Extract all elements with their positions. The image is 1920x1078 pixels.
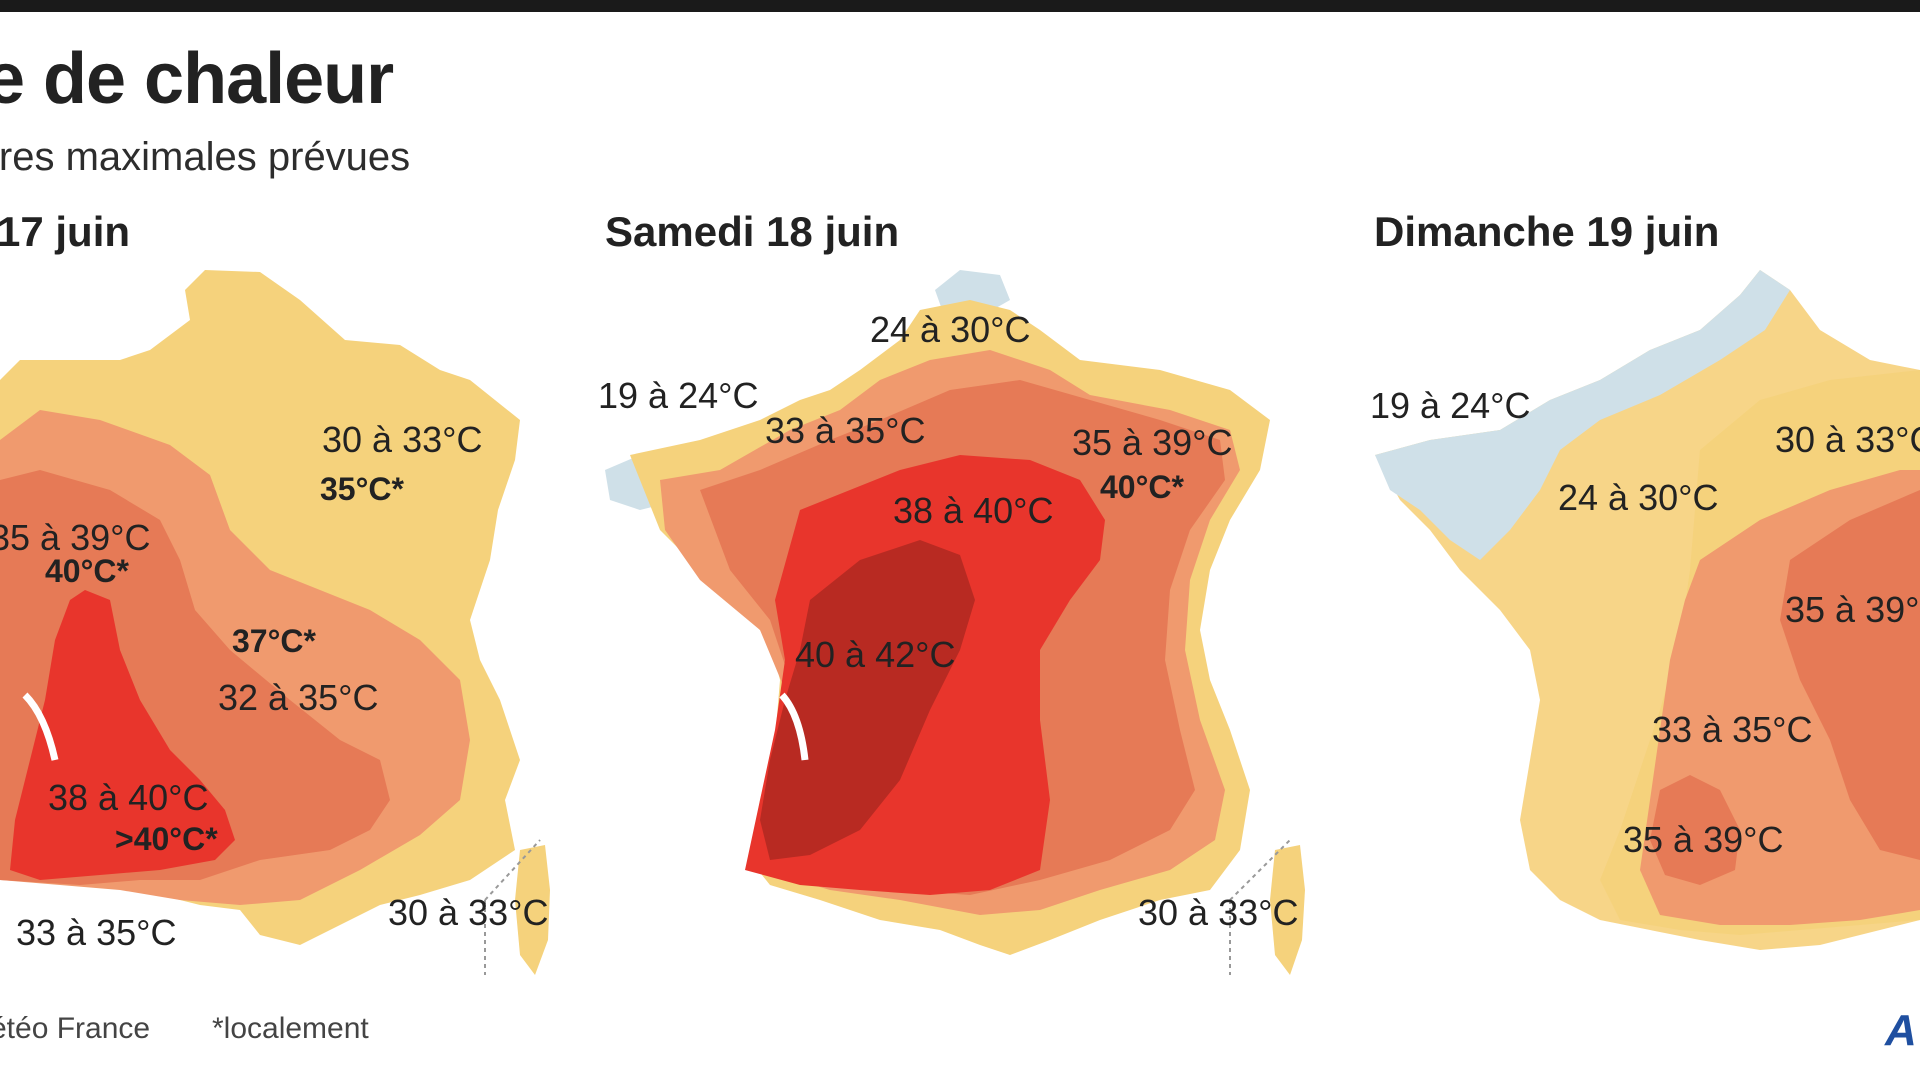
gironde-estuary-2: [779, 692, 809, 761]
zone-3-35-39-south: [1650, 775, 1740, 885]
zone-2-40-42: [760, 540, 975, 860]
map3-label-35-39-south: 35 à 39°C: [1623, 819, 1784, 860]
map-sunday: 19 à 24°C 30 à 33°C 24 à 30°C 35 à 39° 3…: [1370, 270, 1920, 950]
map1-label-30-33: 30 à 33°C: [322, 419, 483, 460]
corsica-2: [1270, 845, 1305, 975]
map2-label-24-30: 24 à 30°C: [870, 309, 1031, 350]
map3-label-33-35: 33 à 35°C: [1652, 709, 1813, 750]
afp-logo: A: [1885, 1006, 1917, 1055]
zone-1-38-40: [10, 590, 235, 880]
map2-label-33-35: 33 à 35°C: [765, 410, 926, 451]
map-saturday: 24 à 30°C 19 à 24°C 33 à 35°C 35 à 39°C …: [598, 270, 1305, 975]
map1-label-32-35: 32 à 35°C: [218, 677, 379, 718]
page-title: ue de chaleur: [0, 39, 394, 119]
corsica-divider-1b: [484, 839, 541, 901]
map3-label-35-39: 35 à 39°: [1785, 589, 1920, 630]
zone-3-19-24: [1375, 270, 1790, 560]
map1-label-over-40: >40°C*: [115, 821, 218, 857]
map-friday: 30 à 33°C 35°C* 35 à 39°C 40°C* 37°C* 32…: [0, 270, 550, 975]
map1-label-corsica: 30 à 33°C: [388, 892, 549, 933]
map2-label-19-24: 19 à 24°C: [598, 375, 759, 416]
day-title-saturday: Samedi 18 juin: [605, 208, 900, 255]
map3-label-19-24: 19 à 24°C: [1370, 385, 1531, 426]
map1-label-33-35: 33 à 35°C: [16, 912, 177, 953]
map2-label-40-42: 40 à 42°C: [795, 634, 956, 675]
footnote: *localement: [212, 1012, 369, 1045]
map3-label-30-33: 30 à 33°C: [1775, 419, 1920, 460]
map1-label-35: 35°C*: [320, 471, 405, 507]
top-bar: [0, 0, 1920, 12]
map1-label-37: 37°C*: [232, 623, 317, 659]
day-title-sunday: Dimanche 19 juin: [1374, 208, 1720, 255]
map1-label-40: 40°C*: [45, 553, 130, 589]
map1-label-35-39: 35 à 39°C: [0, 517, 151, 558]
page-subtitle: ratures maximales prévues: [0, 135, 411, 179]
map2-label-35-39: 35 à 39°C: [1072, 422, 1233, 463]
map3-label-24-30: 24 à 30°C: [1558, 477, 1719, 518]
corsica-divider-2b: [1229, 839, 1291, 901]
gironde-estuary-1: [22, 692, 59, 761]
map2-label-corsica: 30 à 33°C: [1138, 892, 1299, 933]
map2-label-40: 40°C*: [1100, 469, 1185, 505]
zone-3-35-39-east: [1780, 490, 1920, 860]
day-title-friday: di 17 juin: [0, 208, 131, 255]
map1-label-38-40: 38 à 40°C: [48, 777, 209, 818]
corsica-1: [515, 845, 550, 975]
source-credit: étéo France: [0, 1012, 151, 1045]
map2-label-38-40: 38 à 40°C: [893, 490, 1054, 531]
